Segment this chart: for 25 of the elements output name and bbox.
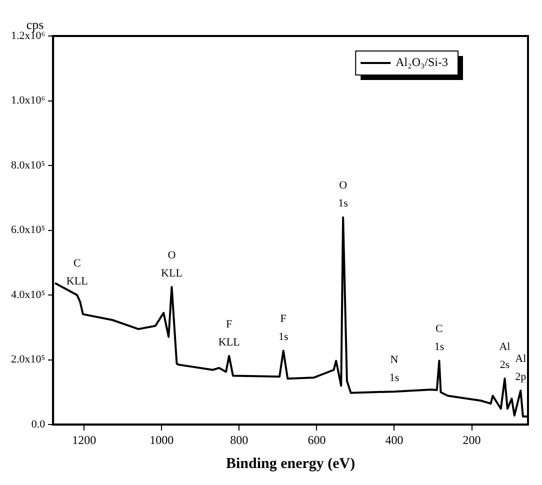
annotation: N 1s: [389, 354, 400, 384]
annotation: C 1s: [434, 323, 444, 354]
x-tick-label: 1200: [72, 432, 96, 447]
y-tick-label: 8.0x10⁵: [10, 159, 46, 172]
y-tick-label: 0.0: [31, 418, 46, 430]
y-axis-title: cps: [26, 16, 44, 32]
annotation: F 1s: [278, 313, 288, 344]
legend-label: Al₂O₃/Si-3: [396, 55, 448, 70]
x-tick-label: 1000: [150, 432, 174, 447]
annotation: Al 2s: [499, 341, 510, 372]
y-tick-label: 1.0x10⁶: [10, 94, 46, 107]
x-tick-label: 400: [385, 432, 404, 447]
y-tick-label: 6.0x10⁵: [10, 224, 46, 236]
y-tick-label: 4.0x10⁵: [10, 288, 46, 301]
x-tick-label: 800: [230, 432, 248, 447]
x-tick-label: 600: [308, 432, 326, 447]
annotation: O 1s: [338, 180, 348, 210]
y-tick-label: 2.0x10⁵: [10, 354, 46, 366]
annotation: Al 2p: [515, 352, 527, 383]
annotation: O KLL: [161, 249, 183, 280]
x-axis-title: Binding energy (eV): [226, 456, 356, 472]
annotation: C KLL: [66, 257, 88, 288]
annotation: F KLL: [218, 318, 240, 348]
x-tick-label: 200: [462, 432, 481, 447]
y-tick-label: 1.2x10⁶: [10, 30, 46, 42]
